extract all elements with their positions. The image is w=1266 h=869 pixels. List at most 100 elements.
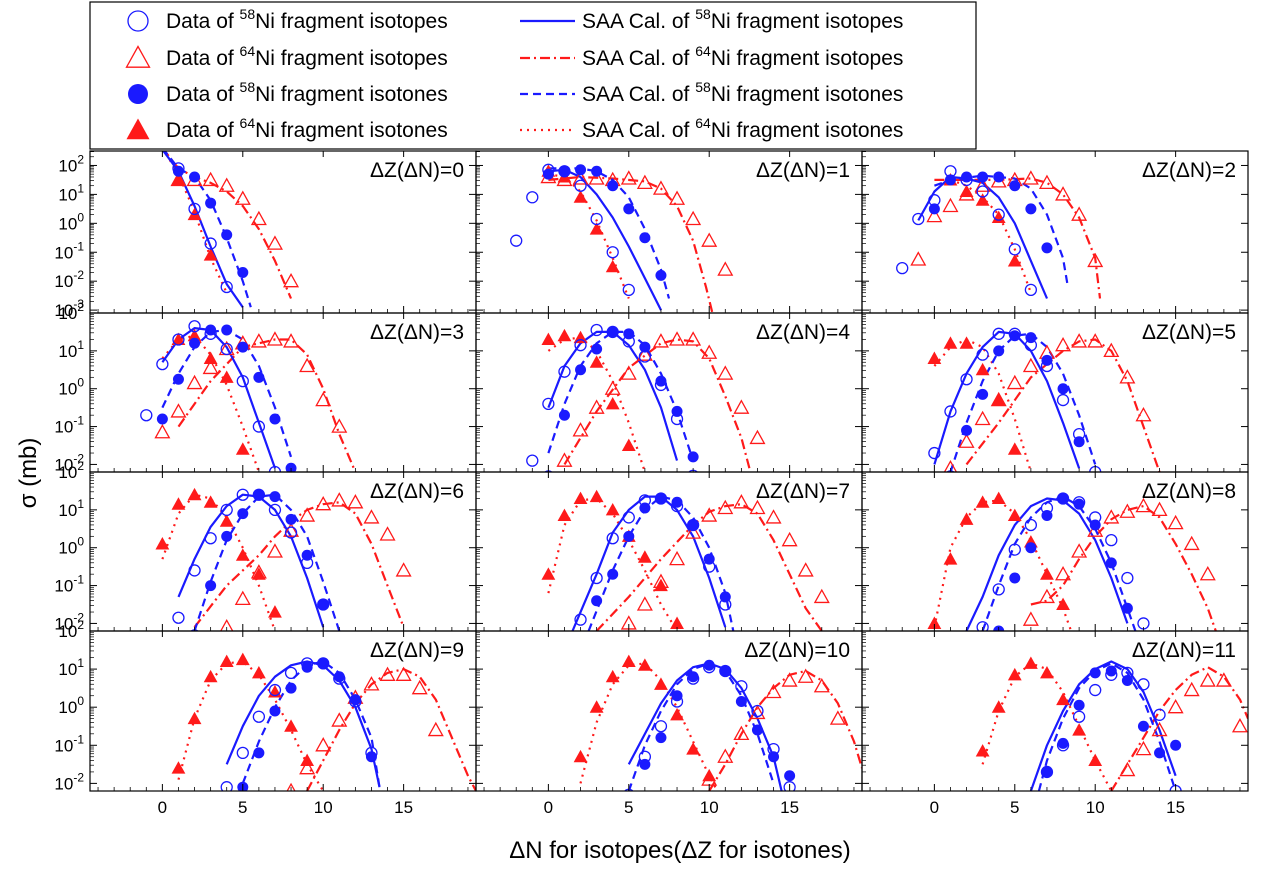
legend-text-superscript: 58 [695,6,711,22]
data-point-ito64 [155,537,170,550]
series-line-cal64iso [306,667,476,791]
data-point-ito64 [171,173,186,186]
y-tick-label: 10-2 [54,451,84,474]
data-point-ito58 [944,174,956,186]
series-line-cal64iso [193,501,405,628]
data-point-iso58 [220,781,233,791]
data-point-ito58 [1041,766,1053,778]
data-point-iso58 [220,280,233,294]
series-line-cal58iso [547,330,679,461]
data-point-ito58 [269,491,281,503]
data-point-ito64 [1023,656,1038,669]
data-point-iso64 [1119,761,1136,777]
data-point-iso58 [912,212,925,226]
data-point-ito64 [235,442,250,455]
x-tick-label: 15 [394,798,413,817]
data-point-iso58 [783,781,796,791]
data-point-ito58 [221,324,233,336]
data-point-iso64 [218,177,235,192]
y-tick-label: 10-1 [54,573,84,596]
legend-text-suffix: Ni fragment isotopes [711,47,904,70]
data-point-iso58 [220,342,233,356]
data-point-ito58 [1105,557,1117,569]
data-point-iso58 [590,212,603,226]
data-point-ito58 [221,229,233,241]
data-point-iso64 [299,759,316,775]
data-point-iso64 [685,210,702,226]
panel-plot-area [510,163,734,313]
data-point-ito64 [589,489,604,503]
data-point-ito58 [542,168,554,180]
y-tick-label: 10-2 [54,770,84,793]
data-point-ito58 [768,751,780,763]
y-tick-label: 102 [58,300,84,323]
data-point-ito58 [687,671,699,683]
legend-text-prefix: SAA Cal. of [582,83,695,106]
data-point-ito64 [187,487,202,501]
data-point-iso64 [220,618,234,631]
data-point-ito64 [251,567,266,580]
data-point-ito64 [975,495,990,508]
data-point-iso64 [1135,740,1152,756]
data-point-iso58 [252,710,266,723]
data-point-iso64 [1151,501,1168,517]
data-point-ito58 [269,705,281,717]
data-point-iso64 [797,668,814,683]
legend-calc-entry: SAA Cal. of 58Ni fragment isotopes [582,6,903,33]
panel: 0 5 10 15 ΔZ(ΔN)=11 [861,630,1249,817]
data-point-iso64 [411,679,428,695]
data-point-iso58 [751,704,764,718]
tick-exponent: -1 [73,573,84,587]
data-point-ito58 [655,269,667,281]
data-point-iso64 [943,459,958,472]
data-point-iso64 [299,507,316,522]
x-tick-label: 0 [544,798,553,817]
data-point-iso64 [1135,406,1152,422]
data-point-ito58 [687,451,699,463]
data-point-iso64 [315,391,332,407]
panel-label: ΔZ(ΔN)=2 [1142,159,1236,182]
data-point-ito58 [317,657,329,669]
tick-exponent: -1 [73,239,84,253]
data-point-iso64 [1071,543,1088,558]
legend-text-prefix: SAA Cal. of [582,10,695,33]
data-point-iso58 [558,365,571,378]
x-tick-label: 10 [1086,798,1105,817]
data-point-ito64 [1007,442,1022,455]
data-point-ito64 [171,497,186,510]
data-point-iso64 [636,174,653,189]
data-point-iso58 [1153,708,1166,721]
data-point-iso64 [1055,186,1072,201]
panel: ΔZ(ΔN)=4 [475,312,863,473]
data-point-ito58 [671,496,683,508]
data-point-ito64 [557,328,572,342]
data-point-ito58 [365,751,377,763]
panel: ΔZ(ΔN)=5 [861,312,1249,473]
data-point-ito58 [655,375,667,387]
data-point-ito58 [703,659,715,671]
legend-text-superscript: 64 [240,43,256,59]
tick-exponent: 0 [77,210,84,224]
data-point-ito64 [959,336,974,349]
data-point-ito58 [623,530,635,542]
panel: ΔZ(ΔN)=2 [861,150,1249,314]
legend-text-superscript: 64 [695,43,711,59]
legend-text-suffix: Ni fragment isotones [255,83,448,106]
data-point-iso58 [944,405,957,418]
data-point-ito64 [541,332,556,346]
series-line-cal58iso [225,660,381,788]
tick-exponent: 2 [77,152,84,166]
data-point-ito58 [591,343,603,355]
tick-exponent: -2 [73,451,84,465]
tick-base: 10 [58,304,77,323]
data-point-ito64 [251,666,266,679]
data-point-ito64 [1007,254,1022,267]
data-point-ito58 [172,373,184,385]
legend-data-entry: Data of 64Ni fragment isotopes [166,43,448,70]
x-tick-label: 0 [930,798,939,817]
x-tick-label: 5 [238,798,247,817]
data-point-iso58 [1105,533,1118,547]
tick-base: 10 [58,214,77,233]
data-point-ito58 [333,671,345,683]
